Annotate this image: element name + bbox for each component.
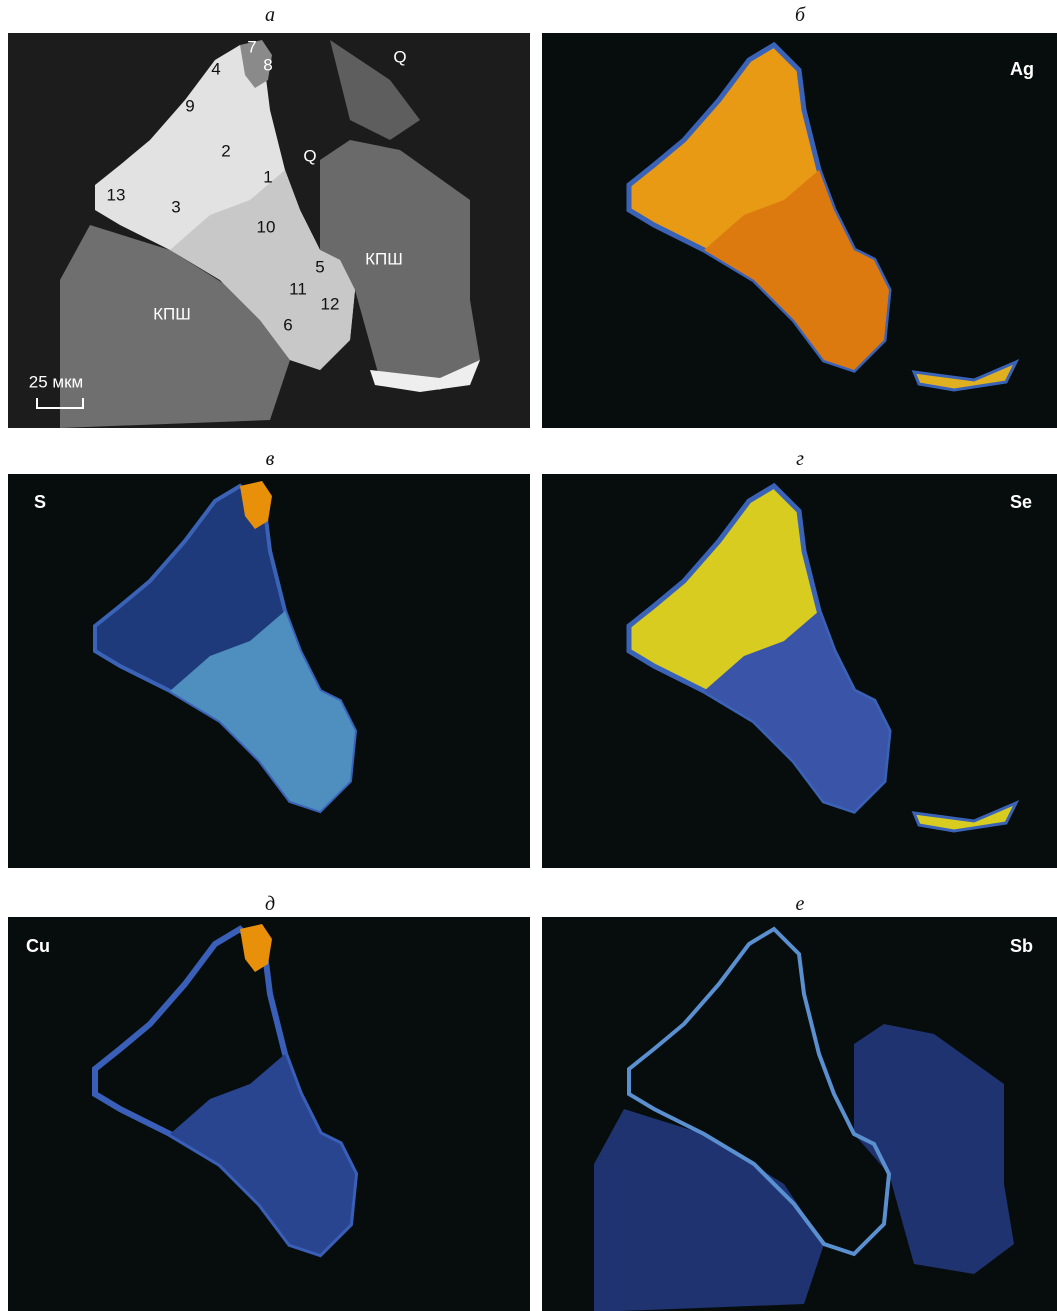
element-label: Ag [1010, 59, 1034, 79]
annotation: КПШ [153, 304, 191, 323]
annotation: 12 [321, 294, 340, 313]
caption: г [796, 448, 804, 470]
caption: б [795, 4, 806, 26]
annotation: 13 [107, 185, 126, 204]
figure: а б в г д е 7 8 Q 4 9 2 Q 1 13 3 10 5 КП… [0, 0, 1057, 1311]
annotation: 10 [257, 217, 276, 236]
caption: а [265, 4, 275, 26]
panel-cu: Cu [8, 917, 530, 1311]
element-label: Se [1010, 492, 1032, 512]
annotation: 2 [221, 141, 230, 160]
element-label: Sb [1010, 936, 1033, 956]
element-label: Cu [26, 936, 50, 956]
caption: е [796, 893, 805, 915]
panel-bse: 7 8 Q 4 9 2 Q 1 13 3 10 5 КПШ 11 12 КПШ … [8, 33, 530, 428]
annotation: 8 [263, 55, 272, 74]
scale-bar-label: 25 мкм [29, 372, 83, 391]
annotation: 5 [315, 257, 324, 276]
annotation: 1 [263, 167, 272, 186]
panel-se: Se [542, 474, 1057, 868]
annotation: 9 [185, 96, 194, 115]
annotation: 3 [171, 197, 180, 216]
element-label: S [34, 492, 46, 512]
annotation: Q [303, 146, 316, 165]
panel-ag: Ag [542, 33, 1057, 428]
caption: д [265, 893, 275, 915]
panel-s: S [8, 474, 530, 868]
annotation: 11 [289, 279, 307, 298]
annotation: 4 [211, 59, 220, 78]
panel-sb: Sb [542, 917, 1057, 1311]
annotation: 7 [247, 37, 256, 56]
annotation: Q [393, 47, 406, 66]
caption: в [266, 448, 275, 470]
annotation: КПШ [365, 249, 403, 268]
annotation: 6 [283, 315, 292, 334]
